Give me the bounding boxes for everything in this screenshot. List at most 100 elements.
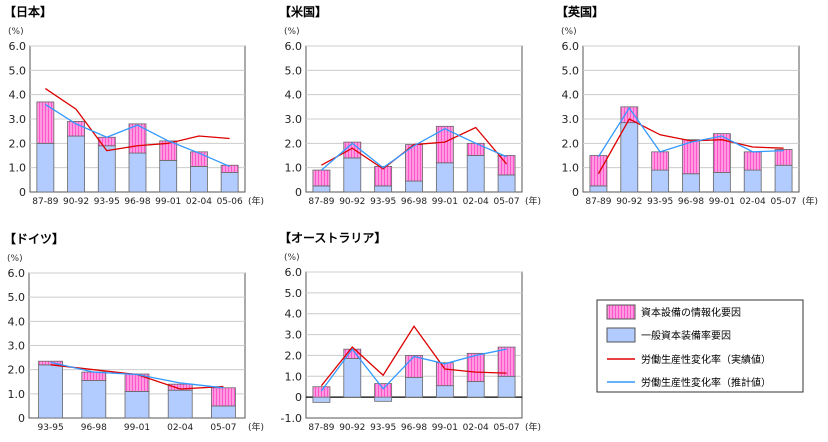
bar-it-factor [190, 151, 208, 167]
y-tick-label: 3.0 [9, 113, 27, 126]
x-tick-label: 99-01 [432, 197, 458, 207]
x-unit-label: (年) [248, 195, 264, 207]
y-tick-label: 3.0 [285, 113, 303, 126]
y-tick-label: 1.0 [562, 162, 580, 175]
bar-it-factor [81, 371, 107, 381]
bar-capital-factor [159, 159, 178, 193]
bar-it-factor [167, 383, 193, 391]
x-tick-label: 93-95 [38, 423, 64, 433]
y-unit-label: (%) [284, 253, 300, 263]
bar-it-factor [466, 142, 485, 156]
legend-label-it-factor: 資本設備の情報化要因 [641, 306, 741, 319]
bar-capital-factor [682, 173, 700, 193]
y-tick-label: 5.0 [285, 287, 303, 300]
y-tick-label: 5.0 [562, 64, 580, 77]
bar-capital-factor [651, 169, 670, 193]
y-tick-label: 6.0 [285, 40, 303, 53]
y-tick-label: 1.0 [285, 162, 303, 175]
bar-capital-factor [435, 162, 454, 193]
bar-capital-factor [374, 396, 393, 402]
y-tick-label: -1.0 [281, 412, 302, 425]
bar-it-factor [651, 151, 670, 171]
bar-it-factor [97, 136, 116, 147]
bar-it-factor [312, 169, 331, 187]
legend-swatch-capital-factor [606, 327, 636, 343]
x-tick-label: 87-89 [308, 197, 334, 207]
line-estimated [321, 128, 507, 171]
y-tick-label: 4.0 [562, 89, 580, 102]
y-tick-label: 6.0 [9, 40, 27, 53]
bar-capital-factor [743, 169, 762, 193]
chart-panel-1: 【米国】 (%) 0 1.0 2.0 3.0 4.0 5.0 6.0 87-89 90-92 93-9… [279, 4, 541, 207]
x-tick-label: 05-07 [210, 423, 236, 433]
bar-it-factor [374, 166, 393, 187]
x-tick-label: 02-04 [167, 423, 193, 433]
y-unit-label: (%) [561, 27, 577, 37]
y-tick-label: 3.0 [562, 113, 580, 126]
bar-capital-factor [81, 380, 107, 419]
y-tick-label: 5.0 [9, 64, 27, 77]
bar-it-factor [435, 125, 454, 164]
bar-capital-factor [497, 375, 516, 398]
legend-label-capital-factor: 一般資本装備率要因 [641, 329, 731, 342]
chart-panel-4: 【オーストラリア】 (%) -1.0 0 1.0 2.0 3.0 4.0 5.0 6.0 87-89… [279, 230, 541, 433]
line-estimated [597, 106, 784, 158]
line-actual [44, 88, 230, 152]
chart-title: 【ドイツ】 [4, 231, 64, 246]
chart-panel-2: 【英国】 (%) 0 1.0 2.0 3.0 4.0 5.0 6.0 87-89 90-92 93-9… [556, 4, 818, 207]
bar-capital-factor [36, 142, 55, 193]
bar-capital-factor [466, 381, 485, 398]
x-tick-label: 05-07 [770, 197, 796, 207]
y-tick-label: 2.0 [285, 349, 303, 362]
x-tick-label: 90-92 [339, 197, 365, 207]
x-tick-label: 05-07 [493, 197, 519, 207]
bar-it-factor [682, 139, 700, 175]
x-unit-label: (年) [525, 421, 541, 433]
x-tick-label: 90-92 [339, 423, 365, 433]
bar-it-factor [210, 387, 236, 407]
bar-it-factor [343, 141, 362, 159]
bar-capital-factor [67, 135, 85, 193]
chart-title: 【日本】 [4, 4, 52, 19]
y-unit-label: (%) [7, 254, 23, 264]
x-tick-label: 87-89 [585, 197, 611, 207]
x-tick-label: 99-01 [155, 197, 181, 207]
x-tick-label: 99-01 [124, 423, 150, 433]
bar-capital-factor [97, 145, 116, 193]
bar-capital-factor [220, 172, 239, 193]
x-tick-label: 87-89 [308, 423, 334, 433]
x-tick-label: 96-98 [124, 197, 150, 207]
x-tick-label: 02-04 [463, 423, 489, 433]
x-tick-label: 05-07 [493, 423, 519, 433]
y-unit-label: (%) [284, 27, 300, 37]
y-tick-label: 2.0 [285, 137, 303, 150]
bar-capital-factor [190, 166, 208, 193]
x-tick-label: 96-98 [81, 423, 107, 433]
y-tick-label: 4.0 [9, 89, 27, 102]
chart-panel-3: 【ドイツ】 (%) 0 1.0 2.0 3.0 4.0 5.0 6.0 93-95 96-98 99-… [4, 231, 264, 433]
x-unit-label: (年) [525, 195, 541, 207]
x-tick-label: 90-92 [616, 197, 642, 207]
bar-it-factor [712, 133, 731, 173]
x-unit-label: (年) [248, 421, 264, 433]
bar-capital-factor [497, 174, 516, 193]
chart-title: 【英国】 [556, 4, 604, 19]
bar-capital-factor [343, 157, 362, 193]
bar-it-factor [589, 155, 608, 187]
bar-it-factor [774, 149, 793, 166]
chart-panel-0: 【日本】 (%) 0 1.0 2.0 3.0 4.0 5.0 6.0 87-89 90-92 93-9… [4, 4, 264, 207]
chart-title: 【米国】 [279, 4, 327, 19]
y-tick-label: 2.0 [562, 137, 580, 150]
bar-capital-factor [589, 185, 608, 193]
x-tick-label: 02-04 [740, 197, 766, 207]
y-tick-label: 3.0 [285, 329, 303, 342]
y-tick-label: 0 [572, 186, 579, 199]
y-tick-label: 6.0 [562, 40, 580, 53]
bar-it-factor [312, 386, 331, 398]
x-tick-label: 96-98 [401, 423, 427, 433]
y-unit-label: (%) [8, 27, 24, 37]
x-tick-label: 02-04 [463, 197, 489, 207]
x-tick-label: 96-98 [678, 197, 704, 207]
line-actual [320, 325, 507, 387]
